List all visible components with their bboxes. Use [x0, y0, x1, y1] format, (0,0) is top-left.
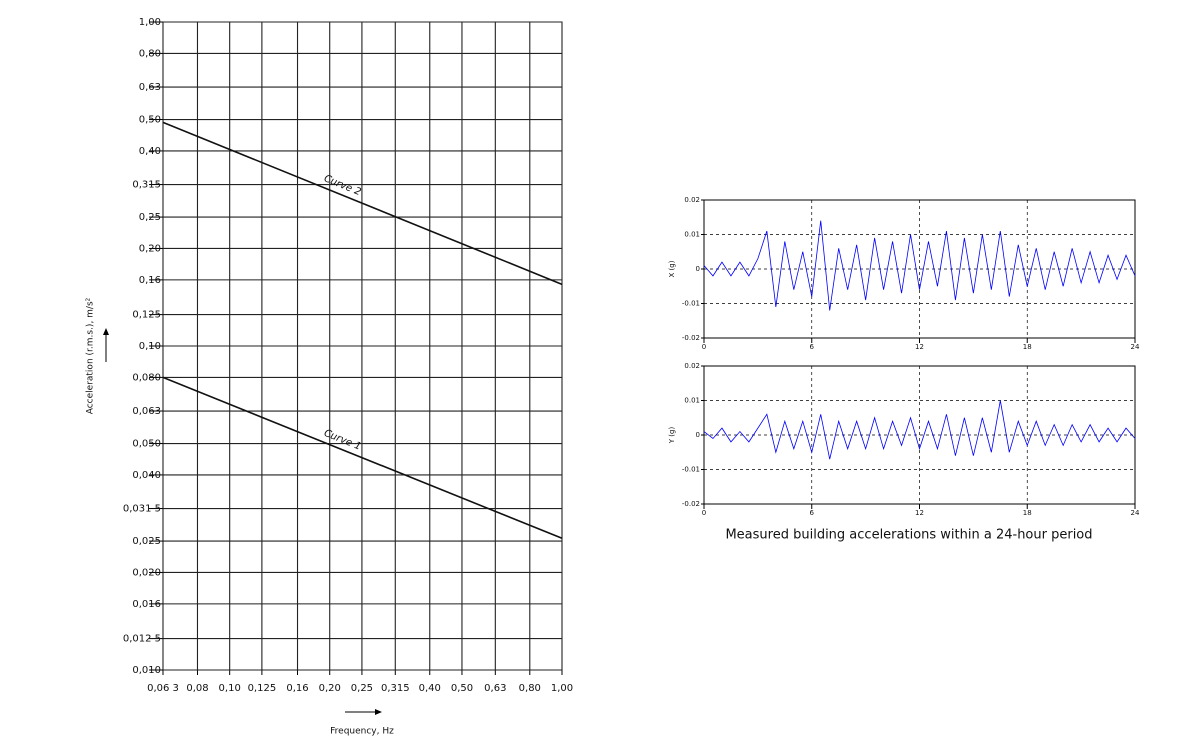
- x-tick-label: 0,16: [286, 683, 308, 694]
- x-tick-label: 0,125: [248, 683, 277, 694]
- y-tick-label: 0,80: [139, 48, 161, 59]
- x-tick-label: 0: [702, 343, 706, 351]
- x-tick-label: 1,00: [551, 683, 573, 694]
- y-tick-label: 0,080: [132, 372, 161, 383]
- y-tick-label: 0: [696, 265, 700, 273]
- y-tick-label: 0,315: [132, 180, 161, 191]
- series-line: [703, 400, 1136, 460]
- x-tick-label: 0,63: [484, 683, 506, 694]
- y-axis-label: Y (g): [668, 427, 676, 445]
- x-tick-label: 0,25: [351, 683, 373, 694]
- x-axis-arrowhead: [375, 709, 382, 715]
- y-tick-label: -0.01: [682, 300, 700, 308]
- x-tick-label: 18: [1023, 343, 1032, 351]
- y-tick-label: 0,50: [139, 115, 161, 126]
- y-tick-label: 0,012 5: [123, 634, 161, 645]
- y-tick-label: 0,125: [132, 310, 161, 321]
- y-tick-label: 0,40: [139, 146, 161, 157]
- x-tick-label: 0,50: [451, 683, 473, 694]
- y-tick-label: 0: [696, 431, 700, 439]
- y-tick-label: 0,10: [139, 341, 161, 352]
- x-axis-label: Frequency, Hz: [330, 727, 394, 737]
- y-tick-label: 0,040: [132, 470, 161, 481]
- x-tick-label: 12: [915, 343, 924, 351]
- y-tick-label: 0.01: [684, 397, 700, 405]
- y-tick-label: 0,25: [139, 212, 161, 223]
- x-tick-label: 18: [1023, 509, 1032, 517]
- x-tick-label: 6: [810, 343, 815, 351]
- y-axis-label: Acceleration (r.m.s.), m/s²: [86, 297, 96, 414]
- x-tick-label: 0: [702, 509, 706, 517]
- x-tick-label: 24: [1131, 343, 1140, 351]
- x-tick-label: 0,80: [519, 683, 541, 694]
- x-tick-label: 24: [1131, 509, 1140, 517]
- x-tick-label: 0,10: [219, 683, 241, 694]
- y-tick-label: 0,20: [139, 243, 161, 254]
- y-tick-label: -0.02: [682, 500, 700, 508]
- y-tick-label: 0,025: [132, 536, 161, 547]
- series-line: [162, 376, 563, 540]
- x-tick-label: 0,08: [186, 683, 208, 694]
- caption: Measured building accelerations within a…: [725, 528, 1092, 543]
- y-axis-arrowhead: [103, 328, 109, 335]
- x-tick-label: 0,315: [381, 683, 410, 694]
- y-tick-label: 0,63: [139, 82, 161, 93]
- x-tick-label: 12: [915, 509, 924, 517]
- y-tick-label: 0,031 5: [123, 504, 161, 515]
- y-tick-label: 0.02: [684, 196, 700, 204]
- y-tick-label: 0,050: [132, 439, 161, 450]
- x-tick-label: 0,40: [419, 683, 441, 694]
- y-tick-label: 0,16: [139, 275, 161, 286]
- series-line: [162, 121, 563, 286]
- x-tick-label: 0,06 3: [147, 683, 179, 694]
- y-tick-label: 0,010: [132, 665, 161, 676]
- y-tick-label: 0,063: [132, 406, 161, 417]
- y-tick-label: 1,00: [139, 17, 161, 28]
- y-tick-label: -0.01: [682, 466, 700, 474]
- y-tick-label: 0,016: [132, 599, 161, 610]
- series-line: [703, 220, 1136, 311]
- y-tick-label: -0.02: [682, 334, 700, 342]
- x-tick-label: 0,20: [319, 683, 341, 694]
- y-axis-label: X (g): [668, 260, 676, 277]
- y-tick-label: 0.02: [684, 362, 700, 370]
- x-tick-label: 6: [810, 509, 815, 517]
- y-tick-label: 0,020: [132, 567, 161, 578]
- y-tick-label: 0.01: [684, 231, 700, 239]
